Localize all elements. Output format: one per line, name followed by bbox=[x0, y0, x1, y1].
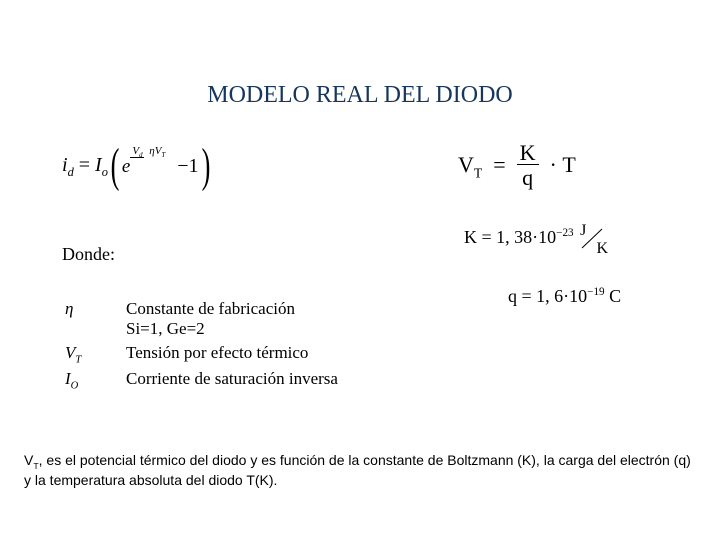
slide-title: MODELO REAL DEL DIODO bbox=[0, 82, 720, 109]
var-id: id bbox=[62, 154, 74, 176]
k-constant-equation: K = 1, 38·10−23 J K bbox=[464, 226, 606, 252]
slide: MODELO REAL DEL DIODO id = Io ( e Vd ηVT… bbox=[0, 0, 720, 540]
def-desc: Corriente de saturación inversa bbox=[125, 368, 339, 392]
def-desc: Tensión por efecto térmico bbox=[125, 342, 339, 366]
def-row-eta: η Constante de fabricación Si=1, Ge=2 bbox=[64, 298, 339, 340]
def-symbol: η bbox=[64, 298, 123, 340]
def-desc: Constante de fabricación Si=1, Ge=2 bbox=[125, 298, 339, 340]
q-constant-equation: q = 1, 6·10−19 C bbox=[508, 286, 621, 307]
diode-equation: id = Io ( e Vd ηVT −1 ) bbox=[62, 154, 208, 180]
vt-equation: VT = K q · T bbox=[458, 142, 576, 191]
def-row-io: IO Corriente de saturación inversa bbox=[64, 368, 339, 392]
definitions-table: η Constante de fabricación Si=1, Ge=2 VT… bbox=[62, 296, 341, 395]
def-row-vt: VT Tensión por efecto térmico bbox=[64, 342, 339, 366]
donde-label: Donde: bbox=[62, 244, 115, 265]
unit-jk: J K bbox=[578, 226, 606, 252]
def-symbol: VT bbox=[64, 342, 123, 366]
exponential: e Vd ηVT −1 bbox=[122, 156, 199, 176]
def-symbol: IO bbox=[64, 368, 123, 392]
footnote: VT, es el potencial térmico del diodo y … bbox=[24, 452, 696, 489]
var-io: Io bbox=[95, 154, 108, 176]
